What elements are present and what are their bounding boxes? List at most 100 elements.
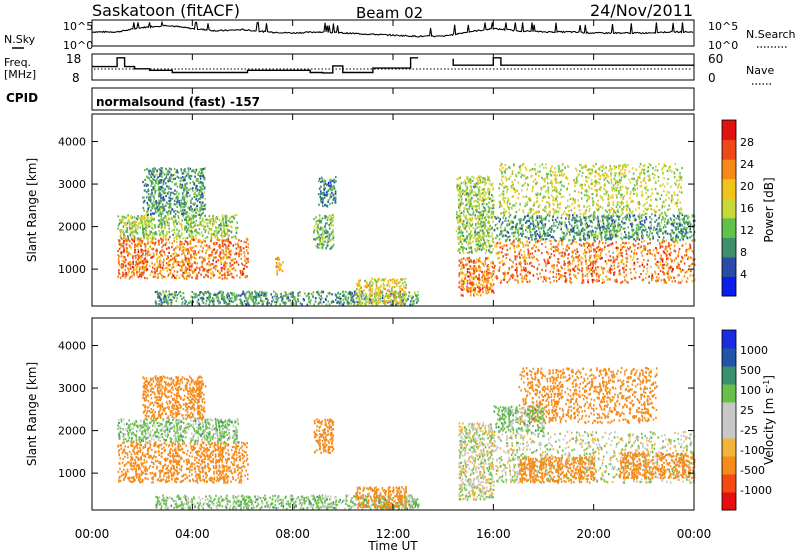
range-cell: [392, 292, 394, 295]
range-cell: [125, 243, 128, 246]
range-cell: [214, 219, 216, 222]
range-cell: [147, 254, 149, 257]
range-cell: [138, 256, 140, 259]
range-cell: [151, 262, 153, 265]
range-cell: [531, 238, 533, 241]
range-cell: [652, 235, 654, 238]
range-cell: [600, 234, 602, 238]
range-cell: [591, 272, 593, 275]
range-cell: [224, 239, 227, 243]
range-cell: [594, 260, 596, 263]
range-cell: [678, 273, 680, 277]
range-cell: [231, 263, 234, 267]
range-cell: [477, 258, 480, 261]
range-cell: [334, 192, 337, 195]
range-cell: [132, 262, 135, 265]
range-cell: [152, 195, 155, 198]
freq-tick-top: 18: [66, 52, 81, 66]
range-cell: [641, 234, 643, 238]
range-cell: [359, 303, 361, 306]
range-cell: [637, 233, 639, 236]
range-cell: [188, 188, 190, 191]
range-cell: [150, 171, 153, 174]
range-cell: [677, 215, 679, 218]
range-cell: [332, 236, 335, 239]
range-cell: [182, 272, 185, 275]
range-cell: [154, 226, 156, 229]
range-cell: [141, 231, 144, 234]
range-cell: [483, 264, 485, 267]
range-cell: [332, 185, 335, 188]
range-cell: [669, 244, 671, 247]
range-cell: [129, 223, 132, 226]
range-cell: [333, 181, 336, 184]
range-cell: [588, 219, 591, 222]
range-cell: [213, 300, 215, 303]
range-cell: [691, 239, 693, 242]
range-cell: [688, 265, 691, 268]
range-cell: [411, 300, 413, 303]
range-cell: [162, 210, 164, 213]
range-cell: [194, 171, 197, 174]
range-cell: [294, 297, 297, 300]
range-cell: [176, 210, 179, 213]
range-cell: [259, 299, 262, 302]
range-cell: [642, 278, 645, 281]
range-cell: [325, 222, 327, 225]
range-cell: [375, 292, 377, 295]
range-cell: [671, 231, 673, 234]
range-cell: [165, 216, 167, 219]
range-cell: [285, 291, 287, 295]
range-cell: [259, 294, 261, 298]
range-cell: [531, 247, 533, 250]
range-cell: [349, 302, 352, 305]
range-cell: [199, 201, 201, 204]
range-cell: [640, 216, 643, 219]
range-cell: [193, 192, 196, 195]
range-cell: [153, 254, 156, 257]
range-cell: [661, 258, 664, 261]
range-cell: [317, 292, 319, 295]
range-cell: [181, 228, 183, 231]
range-cell: [630, 271, 632, 274]
range-cell: [190, 219, 192, 223]
range-cell: [292, 302, 295, 305]
range-cell: [199, 296, 202, 300]
range-cell: [176, 240, 178, 243]
range-cell: [228, 250, 231, 253]
range-cell: [181, 302, 183, 305]
range-cell: [302, 298, 305, 301]
range-cell: [598, 232, 600, 235]
range-cell: [375, 301, 377, 305]
range-cell: [317, 193, 320, 196]
range-cell: [231, 226, 233, 229]
range-cell: [224, 243, 226, 246]
range-cell: [117, 227, 119, 230]
range-cell: [220, 224, 222, 227]
range-cell: [182, 251, 185, 255]
range-cell: [514, 278, 516, 282]
range-cell: [174, 209, 177, 212]
range-cell: [163, 198, 165, 201]
range-cell: [175, 291, 177, 294]
range-cell: [482, 262, 484, 265]
range-cell: [620, 281, 622, 284]
range-cell: [247, 243, 249, 246]
range-cell: [670, 266, 673, 269]
range-cell: [151, 205, 153, 209]
range-cell: [568, 217, 570, 220]
range-cell: [216, 227, 218, 230]
range-cell: [644, 245, 647, 248]
range-cell: [167, 256, 169, 259]
range-cell: [129, 253, 132, 256]
range-cell: [591, 278, 594, 282]
range-cell: [460, 294, 463, 297]
range-cell: [145, 231, 147, 234]
range-cell: [275, 303, 277, 307]
range-cell: [152, 200, 155, 203]
range-cell: [184, 218, 186, 221]
range-cell: [242, 251, 245, 254]
range-cell: [390, 303, 392, 306]
range-cell: [143, 242, 146, 246]
range-cell: [633, 249, 636, 252]
